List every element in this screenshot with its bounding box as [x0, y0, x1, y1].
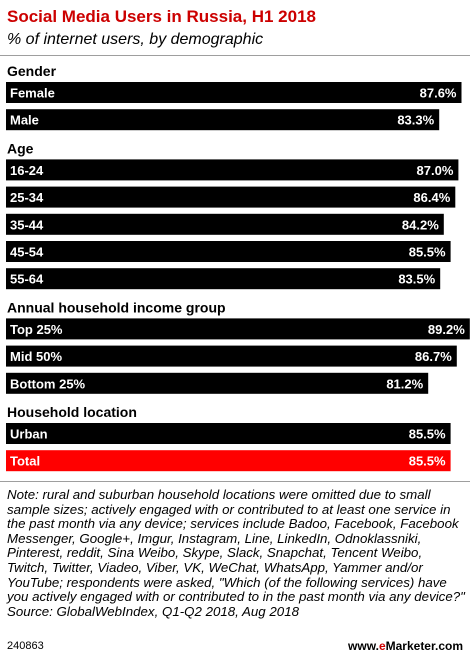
bar-category-label: Male — [10, 113, 39, 128]
brand-prefix: www. — [348, 639, 379, 653]
bar-value-label: 83.3% — [397, 113, 434, 128]
chart-note: Note: rural and suburban household locat… — [7, 487, 465, 605]
bar — [6, 345, 457, 367]
bar-value-label: 86.7% — [415, 349, 452, 364]
header-divider — [0, 55, 470, 56]
chart-title: Social Media Users in Russia, H1 2018 — [7, 7, 316, 26]
bar-category-label: 55-64 — [10, 272, 44, 287]
bar — [6, 450, 451, 472]
bar — [6, 241, 451, 262]
bar-category-label: Urban — [10, 427, 48, 442]
bar-value-label: 87.6% — [420, 86, 457, 101]
chart-source: Source: GlobalWebIndex, Q1-Q2 2018, Aug … — [7, 603, 299, 619]
bar — [6, 109, 440, 131]
bar-category-label: 35-44 — [10, 217, 44, 232]
bar-value-label: 89.2% — [428, 322, 465, 337]
bar-value-label: 84.2% — [402, 217, 439, 232]
bar-category-label: 45-54 — [10, 245, 44, 260]
bar — [6, 268, 441, 290]
footnote-block: Note: rural and suburban household locat… — [7, 487, 465, 619]
chart-id: 240863 — [7, 640, 44, 652]
bar-value-label: 85.5% — [409, 454, 446, 469]
footer-divider — [0, 481, 470, 482]
bar-value-label: 83.5% — [398, 272, 435, 287]
bar — [6, 82, 462, 103]
bar-category-label: Total — [10, 454, 40, 469]
group-label: Age — [7, 140, 34, 156]
chart-subtitle: % of internet users, by demographic — [7, 31, 264, 48]
bar — [6, 372, 429, 394]
group-label: Annual household income group — [7, 299, 226, 315]
bar-category-label: 25-34 — [10, 190, 44, 205]
brand-accent: e — [378, 639, 386, 653]
bar-category-label: Female — [10, 86, 55, 101]
group-label: Household location — [7, 404, 137, 420]
bar-value-label: 87.0% — [417, 163, 454, 178]
bar-value-label: 85.5% — [409, 427, 446, 442]
bar — [6, 213, 444, 235]
bar — [6, 159, 459, 181]
bar-chart: Gender Female 87.6% Male 83.3% Age 16-24 87.0% 2… — [6, 63, 470, 472]
group-label: Gender — [7, 63, 57, 79]
bar-category-label: Top 25% — [10, 322, 63, 337]
bar-category-label: Mid 50% — [10, 349, 62, 364]
bar-value-label: 85.5% — [409, 245, 446, 260]
bar-value-label: 81.2% — [386, 376, 423, 391]
bar-value-label: 86.4% — [413, 190, 450, 205]
bar-category-label: 16-24 — [10, 163, 44, 178]
emarketer-brand: www.eMarketer.com — [348, 640, 463, 653]
bar — [6, 186, 456, 208]
bar — [6, 318, 470, 340]
bar — [6, 423, 451, 444]
brand-suffix: Marketer.com — [385, 639, 463, 653]
bar-category-label: Bottom 25% — [10, 376, 86, 391]
